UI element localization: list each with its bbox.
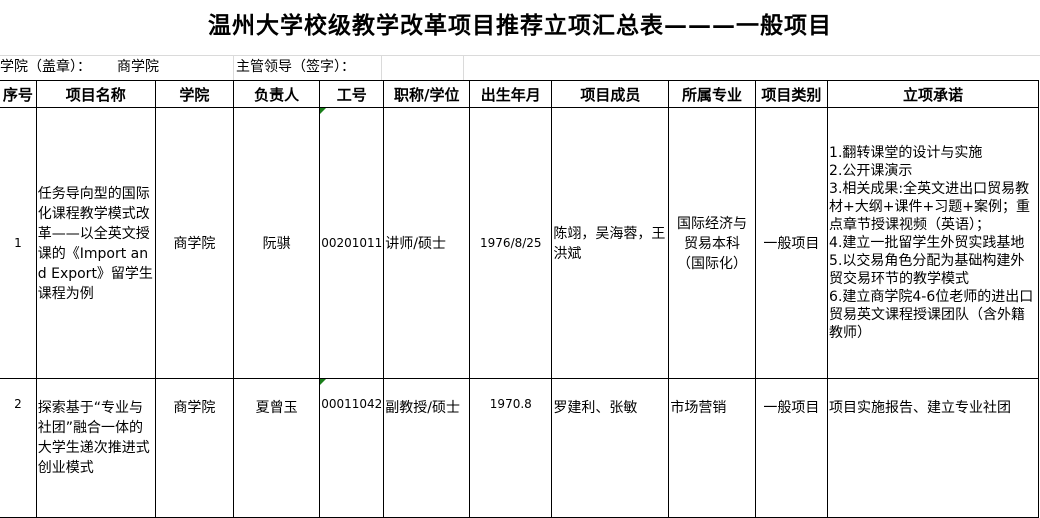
cell-members[interactable]: 罗建利、张敏 bbox=[551, 378, 670, 518]
cell-staff-id[interactable]: 00011042 bbox=[319, 378, 385, 518]
header-row: 序号 项目名称 学院 负责人 工号 职称/学位 出生年月 项目成员 所属专业 项… bbox=[0, 80, 1039, 108]
cell-college[interactable]: 商学院 bbox=[154, 378, 235, 518]
header-birth[interactable]: 出生年月 bbox=[469, 80, 553, 108]
header-college[interactable]: 学院 bbox=[154, 80, 235, 108]
cell-birth[interactable]: 1976/8/25 bbox=[469, 107, 553, 379]
header-category[interactable]: 项目类别 bbox=[754, 80, 829, 108]
cell-no[interactable]: 2 bbox=[0, 378, 37, 518]
header-name[interactable]: 项目名称 bbox=[35, 80, 156, 108]
cell-college[interactable]: 商学院 bbox=[154, 107, 235, 379]
cell-title-degree[interactable]: 讲师/硕士 bbox=[383, 107, 471, 379]
gridline bbox=[463, 55, 464, 80]
college-label: 学院（盖章）： bbox=[0, 59, 91, 75]
cell-name[interactable]: 探索基于“专业与社团”融合一体的大学生递次推进式创业模式 bbox=[35, 378, 156, 518]
cell-members[interactable]: 陈翊，吴海蓉，王洪斌 bbox=[551, 107, 670, 379]
cell-leader[interactable]: 阮骐 bbox=[233, 107, 321, 379]
gridline bbox=[0, 55, 1040, 56]
cell-commitment[interactable]: 项目实施报告、建立专业社团 bbox=[827, 378, 1039, 518]
table-row: 1 任务导向型的国际化课程教学模式改革——以全英文授课的《Import and … bbox=[0, 107, 1039, 379]
header-staff-id[interactable]: 工号 bbox=[319, 80, 385, 108]
header-members[interactable]: 项目成员 bbox=[551, 80, 670, 108]
cell-birth[interactable]: 1970.8 bbox=[469, 378, 553, 518]
cell-leader[interactable]: 夏曾玉 bbox=[233, 378, 321, 518]
cell-title-degree[interactable]: 副教授/硕士 bbox=[383, 378, 471, 518]
cell-major[interactable]: 国际经济与贸易本科（国际化） bbox=[668, 107, 756, 379]
header-no[interactable]: 序号 bbox=[0, 80, 37, 108]
project-table: 序号 项目名称 学院 负责人 工号 职称/学位 出生年月 项目成员 所属专业 项… bbox=[0, 80, 1039, 518]
cell-no[interactable]: 1 bbox=[0, 107, 37, 379]
cell-staff-id[interactable]: 00201011 bbox=[319, 107, 385, 379]
header-leader[interactable]: 负责人 bbox=[233, 80, 321, 108]
header-commitment[interactable]: 立项承诺 bbox=[827, 80, 1039, 108]
header-major[interactable]: 所属专业 bbox=[668, 80, 756, 108]
leader-signature-label: 主管领导（签字）： bbox=[236, 59, 355, 75]
cell-commitment[interactable]: 1.翻转课堂的设计与实施 2.公开课演示 3.相关成果:全英文进出口贸易教材+大… bbox=[827, 107, 1039, 379]
gridline bbox=[381, 55, 382, 80]
cell-major[interactable]: 市场营销 bbox=[668, 378, 756, 518]
cell-category[interactable]: 一般项目 bbox=[754, 378, 829, 518]
cell-name[interactable]: 任务导向型的国际化课程教学模式改革——以全英文授课的《Import and Ex… bbox=[35, 107, 156, 379]
college-value: 商学院 bbox=[117, 59, 159, 75]
sheet-title: 温州大学校级教学改革项目推荐立项汇总表———一般项目 bbox=[208, 12, 832, 39]
table-row: 2 探索基于“专业与社团”融合一体的大学生递次推进式创业模式 商学院 夏曾玉 0… bbox=[0, 378, 1039, 518]
gridline bbox=[233, 55, 234, 80]
header-title-degree[interactable]: 职称/学位 bbox=[383, 80, 471, 108]
cell-category[interactable]: 一般项目 bbox=[754, 107, 829, 379]
